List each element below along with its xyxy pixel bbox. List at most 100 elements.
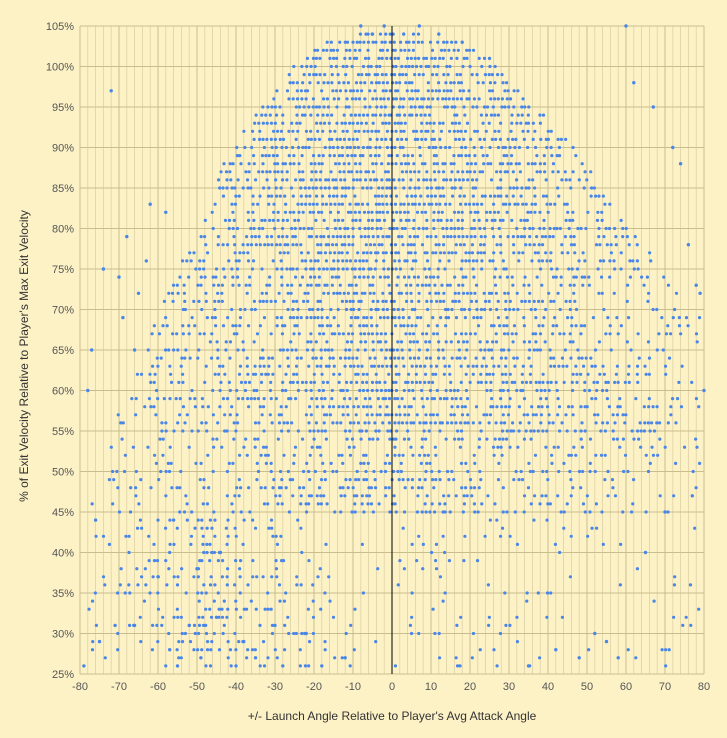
data-point [90,599,95,603]
data-point [366,275,370,279]
data-point [344,307,349,312]
data-point [459,364,463,368]
data-point [197,631,201,636]
data-point [293,275,298,279]
data-point [319,235,323,239]
data-point [417,291,421,295]
data-point [589,186,594,190]
data-point [452,162,456,166]
data-point [524,243,528,247]
data-point [447,559,452,563]
data-point [473,154,477,158]
data-point [418,453,422,457]
data-point [376,307,380,312]
data-point [313,162,317,166]
data-point [271,486,275,490]
data-point [289,291,293,295]
data-point [463,129,468,133]
data-point [511,340,515,344]
data-point [238,251,242,255]
data-point [93,591,97,595]
data-point [180,567,184,571]
data-point [410,89,414,93]
data-point [608,332,612,336]
data-point [646,340,651,344]
data-point [307,364,311,368]
data-point [627,380,631,384]
data-point [353,162,358,166]
data-point [430,73,435,77]
data-point [211,469,215,474]
data-point [434,453,438,457]
data-point [373,356,377,360]
data-point [177,656,181,660]
data-point [187,623,191,628]
data-point [373,267,377,271]
data-point [535,170,539,174]
data-point [216,348,220,352]
data-point [335,235,339,239]
data-point [513,364,517,368]
data-point [436,81,441,85]
data-point [305,348,310,352]
data-point [374,40,378,44]
data-point [481,81,485,85]
data-point [253,421,258,425]
data-point [256,437,260,441]
data-point [639,429,643,433]
data-point [329,48,333,52]
y-tick-label: 45% [52,507,74,519]
data-point [230,307,234,312]
data-point [420,40,424,44]
data-point [350,97,355,101]
data-point [366,129,370,133]
data-point [309,137,313,141]
data-point [325,226,329,231]
data-point [505,170,510,174]
data-point [474,283,479,287]
data-point [441,534,445,538]
data-point [287,129,291,133]
data-point [616,332,620,336]
data-point [242,607,246,611]
data-point [469,210,473,214]
data-point [119,421,123,425]
data-point [387,372,391,376]
data-point [189,542,193,547]
data-point [294,137,298,141]
data-point [168,397,172,401]
data-point [252,340,256,344]
data-point [383,275,387,279]
data-point [275,324,279,328]
data-point [122,469,127,474]
data-point [371,283,375,287]
data-point [640,275,644,279]
data-point [203,380,207,384]
data-point [327,364,331,368]
data-point [695,445,699,449]
data-point [345,40,350,44]
data-point [218,405,222,409]
data-point [261,575,265,579]
data-point [494,340,499,344]
data-point [569,494,573,498]
data-point [402,510,407,514]
data-point [438,259,442,263]
data-point [690,380,694,384]
data-point [485,388,489,393]
data-point [424,510,428,514]
data-point [275,542,280,547]
data-point [370,81,374,85]
data-point [375,137,379,141]
data-point [511,235,515,239]
data-point [326,348,331,352]
data-point [406,324,410,328]
data-point [316,259,320,263]
data-point [187,324,191,328]
data-point [490,226,495,231]
data-point [477,445,481,449]
data-point [421,567,425,571]
data-point [345,64,349,69]
data-point [415,316,420,320]
data-point [695,340,699,344]
